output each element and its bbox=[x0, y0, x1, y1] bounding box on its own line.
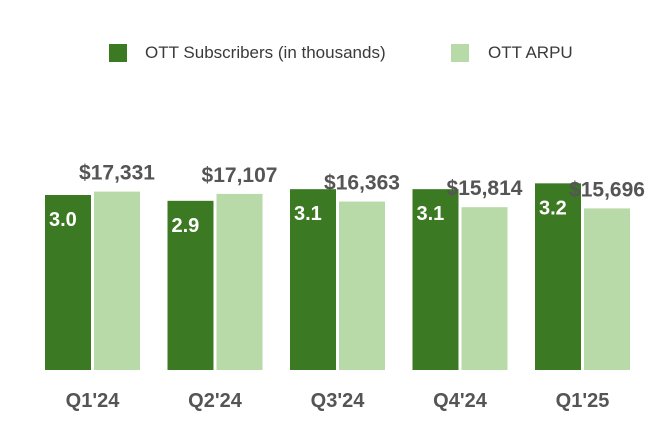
data-label-arpu-1: $17,107 bbox=[202, 164, 278, 187]
data-label-subscribers-0: 3.0 bbox=[49, 209, 77, 231]
bar-arpu-0 bbox=[94, 191, 140, 370]
bar-subscribers-3 bbox=[412, 189, 459, 370]
bar-subscribers-4 bbox=[535, 183, 581, 370]
data-label-subscribers-3: 3.1 bbox=[417, 203, 445, 225]
data-label-arpu-4: $15,696 bbox=[569, 178, 645, 201]
legend: OTT Subscribers (in thousands) OTT ARPU bbox=[109, 43, 573, 62]
legend-swatch-subscribers bbox=[109, 44, 127, 62]
bar-subscribers-0 bbox=[45, 195, 91, 370]
data-label-subscribers-4: 3.2 bbox=[539, 197, 567, 219]
data-label-arpu-0: $17,331 bbox=[79, 162, 155, 185]
data-label-subscribers-1: 2.9 bbox=[172, 215, 200, 237]
legend-label-subscribers: OTT Subscribers (in thousands) bbox=[145, 43, 386, 62]
bar-arpu-1 bbox=[216, 193, 263, 370]
data-label-arpu-2: $16,363 bbox=[324, 172, 400, 195]
data-label-arpu-3: $15,814 bbox=[447, 177, 523, 200]
x-tick-label-1: Q2'24 bbox=[188, 390, 243, 412]
data-label-subscribers-2: 3.1 bbox=[294, 203, 322, 225]
bar-arpu-2 bbox=[339, 201, 385, 370]
legend-swatch-arpu bbox=[451, 44, 469, 62]
bar-subscribers-2 bbox=[290, 189, 336, 370]
labels-group: 3.0$17,3312.9$17,1073.1$16,3633.1$15,814… bbox=[49, 162, 645, 237]
x-tick-label-2: Q3'24 bbox=[311, 390, 366, 412]
bars-group bbox=[45, 183, 630, 370]
x-tick-label-0: Q1'24 bbox=[66, 390, 121, 412]
bar-subscribers-1 bbox=[167, 200, 214, 370]
legend-label-arpu: OTT ARPU bbox=[488, 43, 573, 62]
x-tick-label-3: Q4'24 bbox=[433, 390, 488, 412]
bar-arpu-4 bbox=[584, 208, 630, 370]
x-axis-ticks: Q1'24 Q2'24 Q3'24 Q4'24 Q1'25 bbox=[66, 390, 610, 412]
bar-arpu-3 bbox=[461, 207, 508, 370]
x-tick-label-4: Q1'25 bbox=[556, 390, 610, 412]
